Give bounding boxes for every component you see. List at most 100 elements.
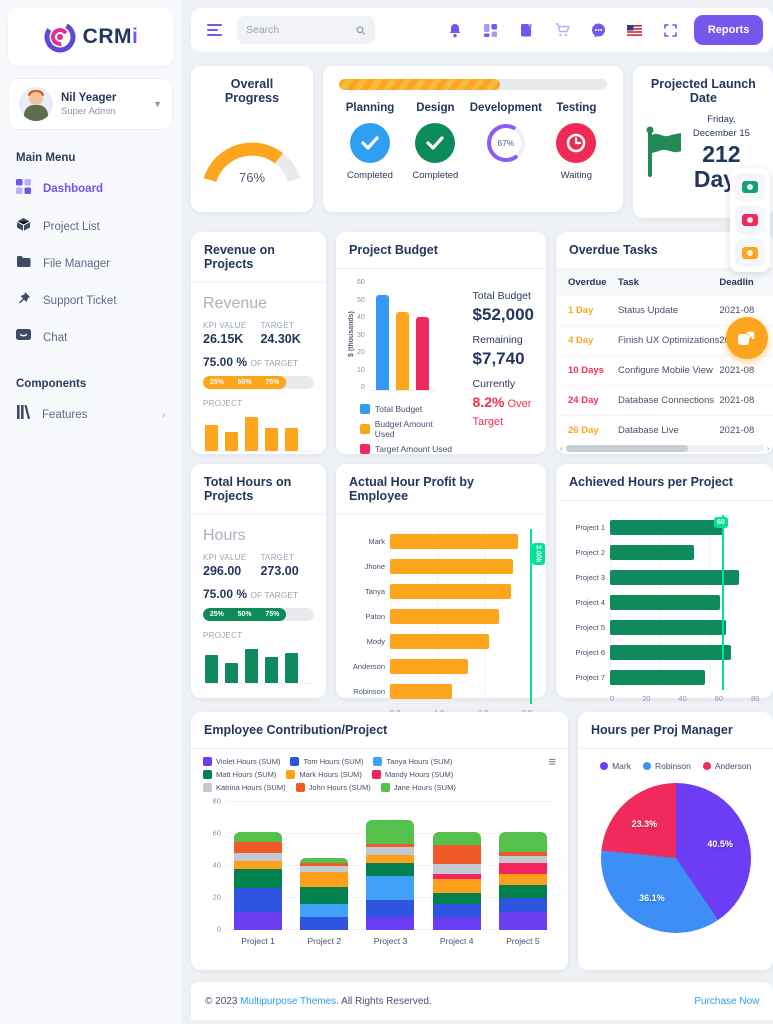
fullscreen-icon[interactable]	[658, 17, 684, 43]
table-row[interactable]: 1 Day Status Update 2021-08	[556, 296, 773, 326]
legend-item[interactable]: Jane Hours (SUM)	[380, 783, 456, 792]
contribution-card: Employee Contribution/Project ≡ Violet H…	[191, 712, 568, 970]
project-stages: Planning Completed Design Completed Developm…	[339, 102, 607, 181]
gallery-tool-button[interactable]	[735, 206, 765, 234]
notifications-bell-icon[interactable]	[442, 17, 468, 43]
annotation-badge: 3.00k	[531, 543, 545, 565]
sidebar-item-project-list[interactable]: Project List	[8, 208, 173, 246]
legend-item[interactable]: Katrina Hours (SUM)	[203, 783, 286, 792]
hbar-category-label: Project 3	[575, 573, 605, 582]
money-icon	[742, 181, 758, 193]
sidebar-item-label: File Manager	[43, 258, 111, 270]
kpi-target-label: TARGET	[260, 321, 295, 330]
check-circle-icon	[415, 123, 456, 163]
hbar-bar	[390, 659, 469, 674]
launch-days-value: 212	[702, 140, 741, 167]
contribution-title: Employee Contribution/Project	[191, 712, 568, 749]
user-name: Nil Yeager	[61, 91, 117, 104]
mini-bar-chart	[203, 646, 314, 684]
stacked-bar-project-3	[366, 819, 415, 930]
legend-item[interactable]: Anderson	[702, 761, 751, 771]
project-status-card: Planning Completed Design Completed Developm…	[323, 66, 624, 212]
legend-item[interactable]: Robinson	[642, 761, 691, 771]
kpi-target: 24.30K	[260, 332, 301, 346]
legend-item[interactable]: Violet Hours (SUM)	[203, 757, 280, 766]
cart-icon[interactable]	[550, 17, 576, 43]
overall-progress-value: 76%	[238, 170, 266, 185]
legend-item[interactable]: Matt Hours (SUM)	[203, 770, 276, 779]
user-card[interactable]: Nil Yeager Super Admin ▼	[8, 78, 173, 130]
pie-chart-card: Hours per Proj Manager Mark Robinson Ander…	[578, 712, 773, 970]
kpi-value: 26.15K	[203, 332, 244, 346]
search-input[interactable]	[246, 24, 351, 36]
search-icon[interactable]	[356, 25, 366, 36]
stage-planning: Planning Completed	[339, 102, 401, 181]
hbar-category-label: Anderson	[352, 662, 385, 671]
revenue-card: Revenue on Projects Revenue KPI VALUE 26.…	[191, 232, 326, 454]
hbar-category-label: Project 1	[575, 523, 605, 532]
overdue-hscrollbar[interactable]: ‹ ›	[556, 442, 773, 454]
pricing-tool-button[interactable]	[735, 173, 765, 201]
budget-title: Project Budget	[336, 232, 546, 269]
apps-grid-icon[interactable]	[478, 17, 504, 43]
sidebar-item-file-manager[interactable]: File Manager	[8, 246, 173, 282]
copyright-text: © 2023 Multipurpose Themes. All Rights R…	[205, 995, 432, 1007]
sidebar-item-dashboard[interactable]: Dashboard	[8, 170, 173, 208]
stat-value: $52,000	[472, 305, 534, 324]
scroll-left-arrow-icon[interactable]: ‹	[560, 443, 563, 453]
menu-toggle-icon[interactable]	[201, 17, 227, 43]
col-deadline: Deadlin	[719, 277, 754, 288]
hbar-category-label: Mody	[366, 637, 385, 646]
search-box	[237, 16, 375, 44]
clock-icon	[556, 123, 597, 163]
sidebar-item-features[interactable]: Features ›	[8, 396, 173, 433]
pie-chart: 40.5% 36.1% 23.3%	[600, 783, 751, 933]
currently-label: Currently	[472, 378, 516, 390]
stage-name: Testing	[556, 102, 597, 114]
budget-stats: Total Budget $52,000 Remaining $7,740 Curr…	[473, 279, 534, 462]
table-row[interactable]: 10 Days Configure Mobile View 2021-08	[556, 356, 773, 386]
overall-progress-title: Overall Progress	[224, 77, 280, 105]
chat-icon	[16, 329, 31, 347]
kpi-heading: Revenue	[203, 295, 268, 312]
table-row[interactable]: 24 Day Database Connections 2021-08	[556, 386, 773, 416]
brand-logo-icon	[44, 21, 76, 53]
pie-legend: Mark Robinson Anderson	[578, 749, 773, 773]
folder-icon	[742, 247, 758, 259]
chart-menu-icon[interactable]: ≡	[548, 754, 556, 769]
legend-item[interactable]: Mark Hours (SUM)	[286, 770, 362, 779]
scroll-right-arrow-icon[interactable]: ›	[766, 443, 770, 453]
legend-item[interactable]: John Hours (SUM)	[295, 783, 371, 792]
sidebar-item-chat[interactable]: Chat	[8, 320, 173, 356]
stacked-bar-project-2	[300, 858, 349, 930]
check-circle-icon	[350, 123, 390, 163]
buy-now-fab[interactable]	[726, 317, 768, 359]
legend-item[interactable]: Tom Hours (SUM)	[290, 757, 363, 766]
user-role: Super Admin	[61, 105, 116, 117]
legend-item[interactable]: Mark	[600, 761, 631, 771]
legend-item[interactable]: Mandy Hours (SUM)	[371, 770, 453, 779]
achieved-title: Achieved Hours per Project	[556, 464, 773, 501]
sidebar-item-support-ticket[interactable]: Support Ticket	[8, 282, 173, 320]
chat-bubble-icon[interactable]	[586, 17, 612, 43]
legend-item[interactable]: Target Amount Used	[360, 444, 453, 454]
legend-item[interactable]: Tanya Hours (SUM)	[373, 757, 452, 766]
themes-link[interactable]: Multipurpose Themes.	[240, 995, 339, 1007]
reports-button[interactable]: Reports	[693, 15, 764, 45]
table-row[interactable]: 26 Day Database Live 2021-08	[556, 416, 773, 442]
files-tool-button[interactable]	[735, 239, 765, 267]
stat-label: Remaining	[472, 334, 523, 346]
revenue-title: Revenue on Projects	[191, 232, 326, 283]
purchase-now-link[interactable]: Purchase Now	[694, 995, 760, 1007]
budget-legend: Total Budget Budget Amount Used Target Amo…	[348, 391, 465, 462]
legend-item[interactable]: Budget Amount Used	[360, 419, 453, 439]
brand-logo[interactable]: CRMi	[8, 8, 173, 66]
menu-section-main-menu: Main Menu	[16, 152, 76, 164]
documents-icon[interactable]	[514, 17, 540, 43]
legend-item[interactable]: Total Budget	[360, 404, 453, 414]
over-target: 8.2% Over Target	[472, 394, 532, 429]
language-flag-icon[interactable]	[622, 17, 648, 43]
mini-bar-chart	[203, 414, 314, 452]
folder-icon	[16, 255, 31, 273]
scrollbar-thumb[interactable]	[565, 444, 689, 452]
